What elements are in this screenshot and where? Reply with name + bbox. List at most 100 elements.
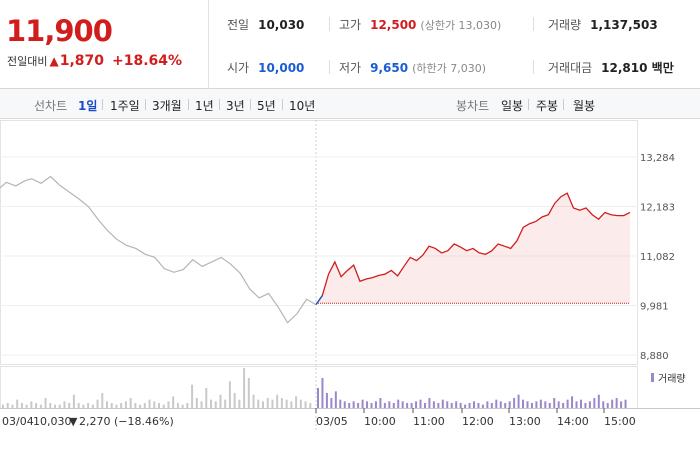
divider (282, 99, 283, 110)
volume-bar (129, 398, 132, 408)
x-tick-label: 13:00 (509, 415, 541, 428)
stat-high: 고가 12,500 (상한가 13,030) (339, 16, 501, 33)
volume-bar (257, 399, 260, 408)
volume-bar (477, 403, 480, 408)
divider (145, 99, 146, 110)
x-axis: 03/05 10:00 11:00 12:00 13:00 14:00 15:00 (315, 408, 636, 428)
volume-bar (49, 403, 52, 408)
volume-bar (233, 393, 236, 408)
volume-bar (101, 393, 104, 408)
period-10y[interactable]: 10년 (289, 99, 316, 113)
volume-bar (352, 401, 355, 408)
volume-bar (611, 399, 614, 408)
divider (329, 60, 330, 74)
y-axis: 13,284 12,183 11,082 9,981 8,880 (640, 153, 675, 362)
divider (102, 99, 103, 110)
x-tick-label: 10:00 (364, 415, 396, 428)
volume-bar (205, 388, 208, 408)
volume-bar (11, 404, 14, 408)
period-5y[interactable]: 5년 (257, 99, 276, 113)
volume-bar (162, 404, 165, 408)
volume-bar (370, 403, 373, 408)
volume-bar (374, 401, 377, 408)
prev-change-value: 2,270 (−18.46%) (79, 415, 174, 428)
change-label: 전일대비 (7, 55, 48, 68)
volume-bar (153, 401, 156, 408)
divider (250, 99, 251, 110)
volume-bar (446, 401, 449, 408)
x-tick-label: 12:00 (462, 415, 494, 428)
price-chart: 13,284 12,183 11,082 9,981 8,880 거래량 03/05 10… (0, 120, 700, 430)
volume-bar (54, 404, 56, 408)
volume-bar (120, 403, 123, 408)
volume-bar (334, 391, 337, 408)
stat-label: 저가 (339, 61, 362, 75)
today-series (315, 192, 631, 306)
volume-bar (110, 403, 113, 408)
volume-bar (624, 399, 627, 408)
stat-value: 12,810 백만 (601, 61, 674, 75)
volume-bar (63, 401, 66, 408)
volume-bar (428, 398, 431, 408)
volume-bar (191, 384, 194, 408)
volume-bar (432, 401, 435, 408)
volume-bar (106, 401, 108, 408)
volume-bar (566, 399, 569, 408)
volume-bar (348, 403, 351, 408)
volume-bar (415, 401, 418, 408)
volume-bar (401, 401, 404, 408)
x-tick-label: 03/05 (316, 415, 348, 428)
stat-label: 거래량 (548, 18, 582, 32)
volume-bar (593, 398, 596, 408)
period-1w[interactable]: 1주일 (110, 99, 140, 113)
volume-bar (530, 403, 533, 408)
stat-amount: 거래대금 12,810 백만 (548, 59, 674, 76)
volume-bar (597, 394, 600, 408)
volume-bar (423, 403, 426, 408)
volume-bar (262, 401, 264, 408)
volume-bar (30, 401, 33, 408)
volume-bar (200, 401, 203, 408)
period-1y[interactable]: 1년 (195, 99, 214, 113)
volume-bar (224, 399, 227, 408)
volume-bar (397, 399, 400, 408)
candle-daily[interactable]: 일봉 (501, 99, 524, 113)
volume-bar (290, 401, 293, 408)
stat-open: 시가 10,000 (227, 59, 304, 76)
volume-bar (139, 404, 142, 408)
volume-bar (214, 401, 217, 408)
divider (533, 17, 534, 31)
volume-bar (410, 403, 413, 408)
volume-legend: 거래량 (658, 373, 686, 385)
y-tick-label: 13,284 (640, 153, 675, 164)
volume-bar (309, 403, 312, 408)
volume-bar (25, 404, 28, 408)
volume-bar (602, 401, 605, 408)
period-1d[interactable]: 1일 (78, 99, 98, 113)
price-plot-frame (0, 120, 638, 365)
up-triangle-icon: ▲ (49, 54, 59, 68)
volume-bar (437, 403, 440, 408)
volume-bar (548, 403, 551, 408)
volume-bar (16, 399, 19, 408)
volume-bar (522, 399, 525, 408)
change-amount: 1,870 (59, 53, 105, 69)
volume-bar (513, 398, 516, 408)
gridlines (0, 156, 638, 356)
volume-bar (339, 399, 342, 408)
candle-monthly[interactable]: 월봉 (573, 99, 596, 113)
volume-bar (72, 394, 75, 408)
volume-bar (266, 398, 269, 408)
volume-bar (39, 404, 42, 408)
period-3m[interactable]: 3개월 (152, 99, 182, 113)
candle-chart-label: 봉차트 (456, 99, 490, 113)
volume-bar (295, 396, 298, 408)
candle-weekly[interactable]: 주봉 (536, 99, 559, 113)
stat-label: 전일 (227, 18, 250, 32)
stat-label: 고가 (339, 18, 362, 32)
volume-bar (579, 399, 582, 408)
volume-bar (330, 398, 333, 408)
stat-low: 저가 9,650 (하한가 7,030) (339, 59, 486, 76)
period-3y[interactable]: 3년 (226, 99, 245, 113)
volume-bar (186, 403, 189, 408)
